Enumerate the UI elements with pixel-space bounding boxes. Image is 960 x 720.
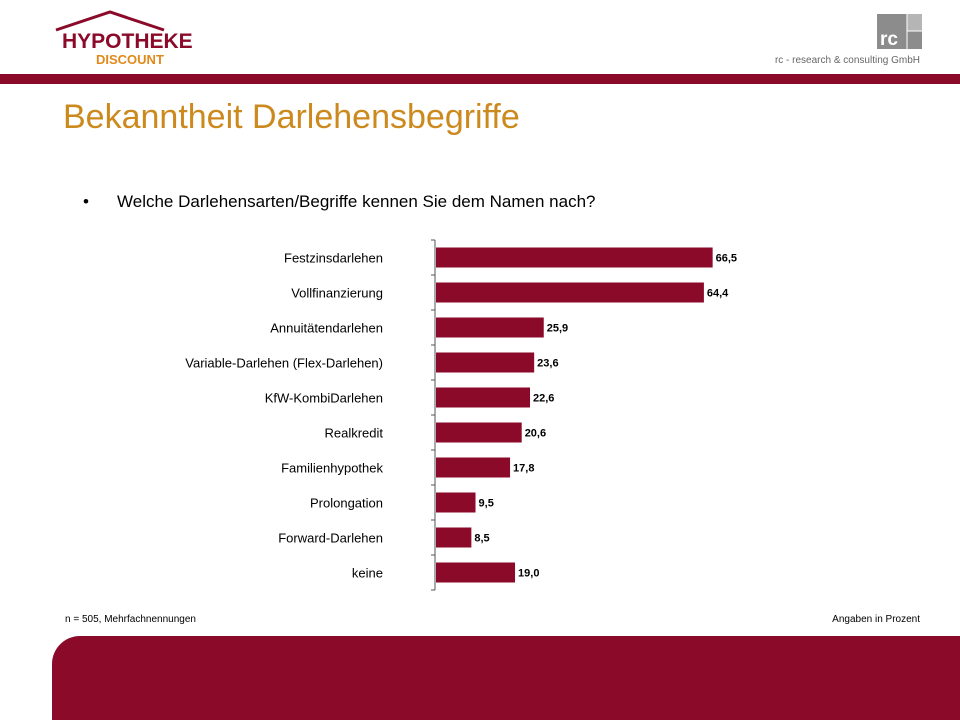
rc-logo: rc bbox=[877, 14, 922, 49]
category-label: Forward-Darlehen bbox=[278, 531, 383, 546]
value-label: 22,6 bbox=[533, 393, 554, 405]
sample-note: n = 505, Mehrfachnennungen bbox=[65, 614, 196, 625]
category-label: Prolongation bbox=[310, 496, 383, 511]
category-label: Variable-Darlehen (Flex-Darlehen) bbox=[185, 356, 383, 371]
bar bbox=[436, 247, 713, 268]
bottom-band bbox=[52, 636, 960, 720]
top-band bbox=[0, 74, 960, 84]
value-label: 64,4 bbox=[707, 288, 729, 300]
value-label: 8,5 bbox=[474, 533, 489, 545]
page-title: Bekanntheit Darlehensbegriffe bbox=[63, 98, 520, 136]
category-label: keine bbox=[352, 566, 383, 581]
bar bbox=[436, 352, 535, 373]
category-label: KfW-KombiDarlehen bbox=[265, 391, 383, 406]
hypotheken-discount-logo: HYPOTHEKEN DISCOUNT bbox=[55, 10, 192, 67]
value-label: 17,8 bbox=[513, 463, 534, 475]
roof-shape bbox=[55, 10, 165, 32]
category-label: Realkredit bbox=[324, 426, 383, 441]
category-label: Festzinsdarlehen bbox=[284, 251, 383, 266]
bar-chart: Festzinsdarlehen 66,5 Vollfinanzierung 64,4… bbox=[185, 239, 737, 591]
bar bbox=[436, 317, 544, 338]
bar bbox=[436, 562, 516, 583]
question-text: Welche Darlehensarten/Begriffe kennen Si… bbox=[117, 192, 596, 211]
bar bbox=[436, 387, 531, 408]
logo-line2: DISCOUNT bbox=[96, 52, 164, 67]
category-label: Vollfinanzierung bbox=[291, 286, 383, 301]
value-label: 25,9 bbox=[547, 323, 568, 335]
bar bbox=[436, 282, 704, 303]
value-label: 66,5 bbox=[716, 253, 737, 265]
rc-logo-text: rc bbox=[880, 29, 898, 49]
bar bbox=[436, 422, 522, 443]
bar bbox=[436, 492, 476, 513]
value-label: 20,6 bbox=[525, 428, 546, 440]
bar bbox=[436, 457, 511, 478]
value-label: 9,5 bbox=[479, 498, 494, 510]
value-label: 19,0 bbox=[518, 568, 539, 580]
unit-note: Angaben in Prozent bbox=[832, 614, 920, 625]
category-label: Annuitätendarlehen bbox=[270, 321, 383, 336]
category-label: Familienhypothek bbox=[281, 461, 383, 476]
company-name: rc - research & consulting GmbH bbox=[774, 55, 920, 66]
bar bbox=[436, 527, 472, 548]
logo-line1: HYPOTHEKEN bbox=[62, 30, 192, 53]
bullet: • bbox=[83, 192, 89, 211]
question: • Welche Darlehensarten/Begriffe kennen S… bbox=[83, 192, 596, 212]
value-label: 23,6 bbox=[537, 358, 558, 370]
